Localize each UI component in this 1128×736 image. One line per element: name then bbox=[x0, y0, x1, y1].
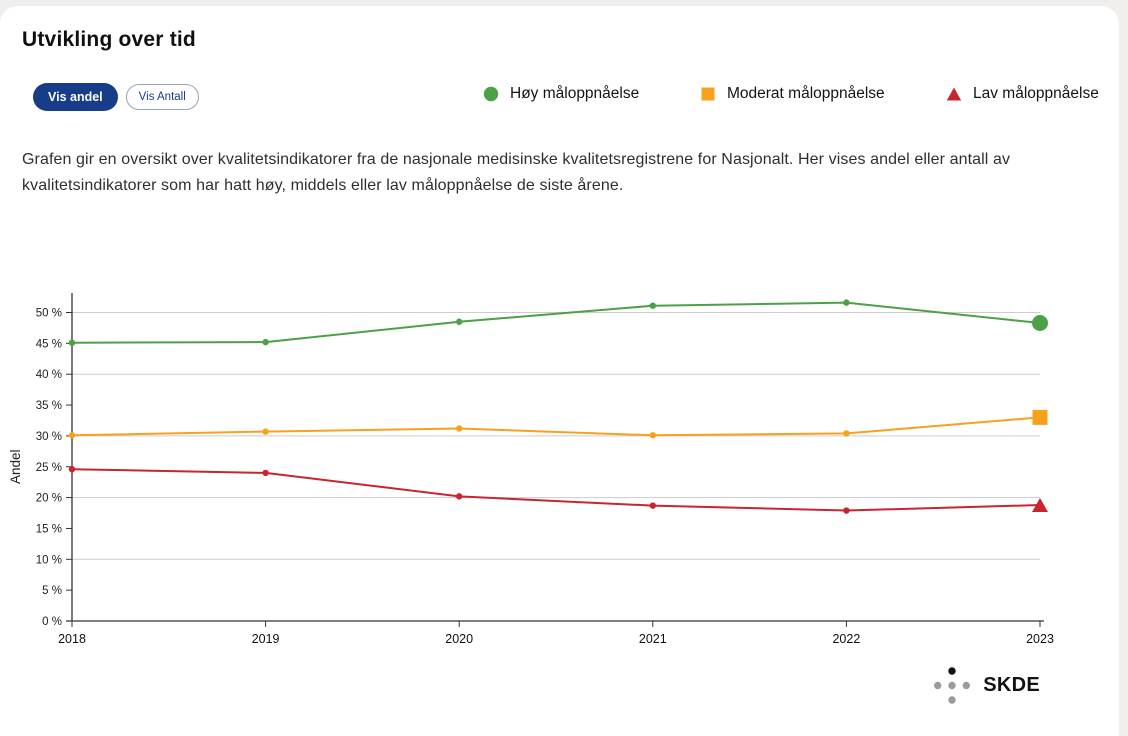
low-goal-triangle-icon bbox=[946, 86, 962, 102]
skde-logo-dots-icon bbox=[934, 667, 971, 704]
svg-text:20 %: 20 % bbox=[36, 493, 62, 505]
chart-card: Utvikling over tid Vis andel Vis Antall … bbox=[0, 6, 1119, 736]
legend-item-low[interactable]: Lav måloppnåelse bbox=[946, 85, 1099, 103]
legend-item-high[interactable]: Høy måloppnåelse bbox=[483, 85, 639, 103]
show-share-button[interactable]: Vis andel bbox=[33, 83, 118, 111]
svg-text:Andel: Andel bbox=[8, 449, 23, 484]
view-toggle-group: Vis andel Vis Antall bbox=[33, 83, 199, 111]
svg-text:2020: 2020 bbox=[445, 632, 473, 646]
chart-description: Grafen gir en oversikt over kvalitetsind… bbox=[22, 151, 1011, 195]
page-title: Utvikling over tid bbox=[22, 28, 196, 51]
svg-text:5 %: 5 % bbox=[42, 585, 62, 597]
show-count-button[interactable]: Vis Antall bbox=[125, 84, 199, 110]
legend-label: Høy måloppnåelse bbox=[510, 85, 640, 102]
svg-text:2023: 2023 bbox=[1026, 632, 1054, 646]
svg-text:45 %: 45 % bbox=[36, 338, 62, 350]
svg-text:40 %: 40 % bbox=[36, 369, 62, 381]
svg-text:2022: 2022 bbox=[832, 632, 860, 646]
svg-text:25 %: 25 % bbox=[36, 462, 62, 474]
svg-text:50 %: 50 % bbox=[36, 308, 62, 320]
legend-label: Moderat måloppnåelse bbox=[727, 85, 885, 102]
moderate-goal-square-icon bbox=[700, 86, 716, 102]
svg-text:35 %: 35 % bbox=[36, 400, 62, 412]
svg-text:30 %: 30 % bbox=[36, 431, 62, 443]
svg-text:2018: 2018 bbox=[58, 632, 86, 646]
trend-chart[interactable]: 0 % 5 % 10 % 15 % 20 % 25 % 30 % 35 % 40 % 45 % 50… bbox=[0, 260, 1119, 652]
skde-logo: SKDE bbox=[930, 662, 1040, 708]
svg-text:10 %: 10 % bbox=[36, 554, 62, 566]
legend-label: Lav måloppnåelse bbox=[973, 85, 1099, 102]
svg-text:15 %: 15 % bbox=[36, 523, 62, 535]
svg-text:2021: 2021 bbox=[639, 632, 667, 646]
svg-text:0 %: 0 % bbox=[42, 616, 62, 628]
high-goal-circle-icon bbox=[483, 86, 499, 102]
skde-logo-text: SKDE bbox=[983, 673, 1040, 696]
svg-text:2019: 2019 bbox=[252, 632, 280, 646]
legend-item-moderate[interactable]: Moderat måloppnåelse bbox=[700, 85, 885, 103]
